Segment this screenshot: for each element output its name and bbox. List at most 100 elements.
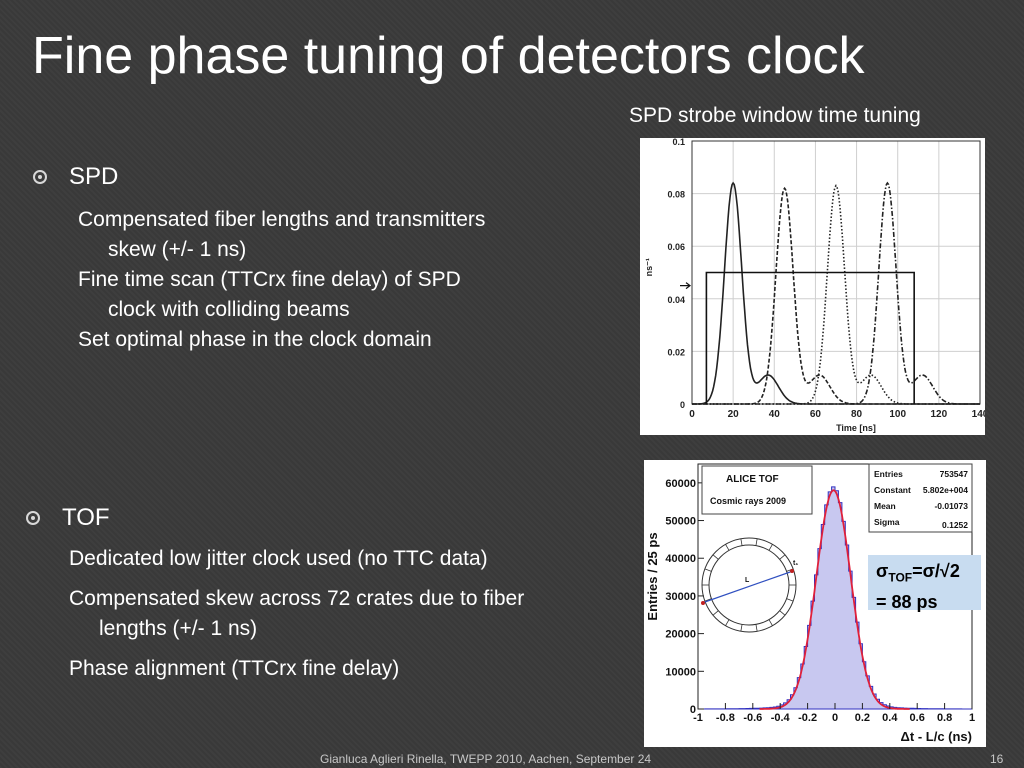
x-tick-label: 80 <box>851 409 863 420</box>
tof-sector-line <box>712 554 719 560</box>
list-item-line: Set optimal phase in the clock domain <box>78 328 432 351</box>
strobe-window <box>705 271 915 404</box>
pulse-curve <box>692 184 980 405</box>
track-length-label: L <box>745 577 750 584</box>
x-tick-label: 1 <box>969 712 975 724</box>
tof-sector-line <box>768 544 773 551</box>
spd-chart-caption: SPD strobe window time tuning <box>629 104 921 127</box>
stats-value: -0.01073 <box>934 501 968 511</box>
stats-value: 0.1252 <box>942 520 968 530</box>
tof-item-list: Dedicated low jitter clock used (no TTC … <box>69 544 524 684</box>
tof-sector-line <box>712 610 719 616</box>
list-item: Fine time scan (TTCrx fine delay) of SPD… <box>78 265 485 325</box>
tof-sector-line <box>786 598 794 602</box>
x-tick-label: 0.4 <box>882 712 898 724</box>
x-tick-label: 100 <box>889 409 906 420</box>
tof-sector-line <box>779 554 786 560</box>
chart-title-box <box>701 465 813 515</box>
y-tick-label: 0.06 <box>667 242 685 252</box>
list-item-line: Compensated fiber lengths and transmitte… <box>78 208 486 231</box>
tof-chart: -1 -0.8 -0.6 -0.4 -0.2 0 0.2 0.4 0.6 0.8 1 0 10000 20… <box>645 463 975 744</box>
list-item: Compensated fiber lengths and transmitte… <box>78 205 485 265</box>
list-item-line: Dedicated low jitter clock used (no TTC … <box>69 547 488 570</box>
x-axis-label: Time [ns] <box>836 423 876 433</box>
y-axis-label: ns⁻¹ <box>644 258 654 276</box>
x-tick-label: 120 <box>931 409 948 420</box>
x-tick-label: 0 <box>689 409 695 420</box>
track-hit-marker <box>790 569 794 573</box>
circle-bullet-icon <box>33 170 47 184</box>
pulse-curve <box>692 181 980 405</box>
pulse-curve <box>692 186 980 405</box>
y-tick-label: 0.04 <box>667 295 685 305</box>
list-item: Dedicated low jitter clock used (no TTC … <box>69 544 524 574</box>
y-tick-label: 0 <box>680 400 685 410</box>
sigma-subscript: TOF <box>888 570 913 585</box>
y-tick-label: 10000 <box>665 666 696 678</box>
x-tick-label: 20 <box>728 409 740 420</box>
track-hit-marker <box>701 601 705 605</box>
list-item-line: skew (+/- 1 ns) <box>108 238 247 261</box>
x-tick-label: 140 <box>972 409 985 420</box>
tof-sector-line <box>725 544 730 551</box>
chart-title: ALICE TOF <box>726 474 779 485</box>
tof-sector-line <box>768 619 773 626</box>
section-spd-bullet: SPD <box>33 163 118 191</box>
stats-label: Sigma <box>874 517 900 527</box>
sigma-tof-label: σTOF=σ/√2 = 88 ps <box>868 555 981 612</box>
y-tick-label: 20000 <box>665 629 696 641</box>
stats-value: 753547 <box>940 469 969 479</box>
pulse-curve <box>692 181 980 405</box>
section-heading: TOF <box>62 504 110 531</box>
list-item-line: clock with colliding beams <box>108 298 350 321</box>
x-tick-label: 0 <box>832 712 838 724</box>
section-tof-bullet: TOF <box>26 504 110 532</box>
spd-chart: 0 20 40 60 80 100 120 140 0 0.02 0.04 0.06 0.08 0.1 Ti… <box>644 137 989 433</box>
stats-value: 5.802e+004 <box>923 485 968 495</box>
tof-chart-panel: -1 -0.8 -0.6 -0.4 -0.2 0 0.2 0.4 0.6 0.8 1 0 10000 20… <box>644 460 986 747</box>
x-tick-label: 0.6 <box>910 712 925 724</box>
x-tick-label: -0.8 <box>716 712 735 724</box>
stats-label: Mean <box>874 501 896 511</box>
y-tick-label: 30000 <box>665 591 696 603</box>
sigma-formula: =σ/√2 <box>912 561 960 581</box>
muon-track <box>701 570 794 604</box>
histogram-bars <box>698 486 972 710</box>
y-tick-label: 0.1 <box>672 138 685 147</box>
slide-title: Fine phase tuning of detectors clock <box>32 27 865 85</box>
y-axis-label: Entries / 25 ps <box>645 532 660 620</box>
x-tick-label: -1 <box>693 712 703 724</box>
x-tick-label: 40 <box>769 409 781 420</box>
spd-item-list: Compensated fiber lengths and transmitte… <box>78 205 485 355</box>
stats-box <box>868 463 973 533</box>
list-item-line: Phase alignment (TTCrx fine delay) <box>69 657 400 680</box>
tof-sector-line <box>755 624 758 632</box>
tof-sector-line <box>704 598 712 602</box>
y-tick-label: 60000 <box>665 478 696 490</box>
tof-sector-line <box>704 568 712 572</box>
sigma-value: = 88 ps <box>876 591 938 612</box>
list-item: Phase alignment (TTCrx fine delay) <box>69 654 524 684</box>
y-tick-label: 0.02 <box>667 347 685 357</box>
x-tick-label: -0.6 <box>743 712 762 724</box>
tof-sector-line <box>779 610 786 616</box>
list-item-line: lengths (+/- 1 ns) <box>99 617 258 640</box>
tof-sector-line <box>755 538 758 546</box>
chart-subtitle: Cosmic rays 2009 <box>710 496 786 506</box>
y-tick-label: 0.08 <box>667 190 685 200</box>
stats-label: Constant <box>874 485 911 495</box>
sigma-symbol: σ <box>876 561 889 581</box>
list-item: Compensated skew across 72 crates due to… <box>69 584 524 644</box>
list-item-line: Compensated skew across 72 crates due to… <box>69 587 525 610</box>
tof-sector-line <box>740 624 743 632</box>
list-item: Set optimal phase in the clock domain <box>78 325 485 355</box>
circle-bullet-icon <box>26 511 40 525</box>
y-tick-label: 50000 <box>665 516 696 528</box>
x-axis-label: Δt - L/c (ns) <box>901 729 972 744</box>
x-tick-label: 0.2 <box>855 712 870 724</box>
x-tick-label: 0.8 <box>937 712 952 724</box>
tof-sector-line <box>740 538 743 546</box>
x-tick-label: -0.2 <box>798 712 817 724</box>
y-tick-label: 40000 <box>665 553 696 565</box>
footer-text: Gianluca Aglieri Rinella, TWEPP 2010, Aa… <box>320 752 652 766</box>
